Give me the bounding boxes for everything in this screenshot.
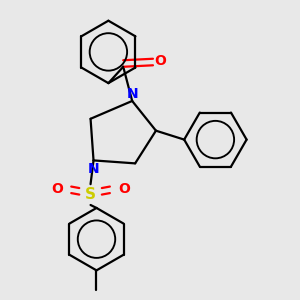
Text: S: S	[85, 187, 96, 202]
Text: N: N	[88, 162, 99, 176]
Text: O: O	[154, 54, 166, 68]
Text: O: O	[118, 182, 130, 196]
Text: N: N	[126, 86, 138, 100]
Text: O: O	[51, 182, 63, 196]
